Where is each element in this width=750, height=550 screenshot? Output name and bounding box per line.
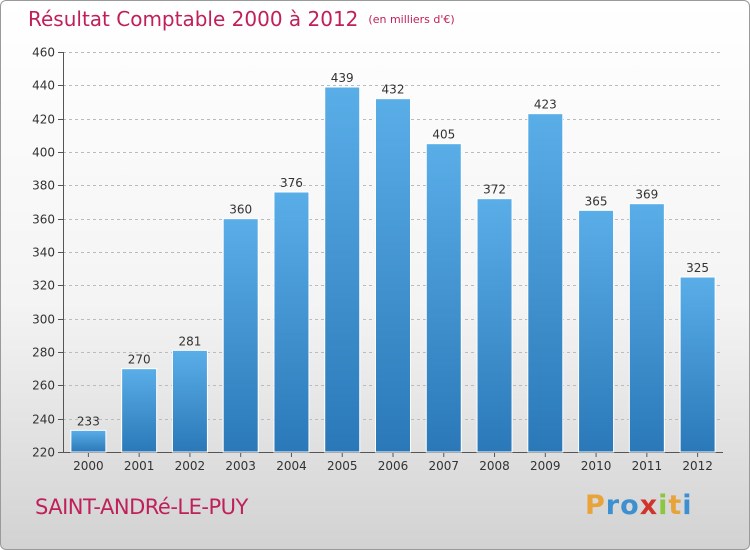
data-label: 376 [280,176,303,190]
bar [375,98,411,453]
x-tick-label: 2007 [428,459,459,473]
logo-letter: t [668,490,683,521]
data-label: 432 [382,83,405,97]
x-tick-label: 2006 [378,459,409,473]
bar [171,349,208,453]
y-tick-label: 420 [32,113,55,127]
x-tick-label: 2008 [479,459,510,473]
y-tick-label: 460 [32,46,55,60]
bar [679,276,716,453]
y-tick-label: 280 [32,346,55,360]
y-tick-label: 240 [32,413,55,427]
data-label: 270 [128,353,151,367]
logo-letter: P [585,490,606,521]
data-label: 360 [229,203,252,217]
x-tick-label: 2011 [632,459,663,473]
y-tick-label: 400 [32,146,55,160]
logo-letter: x [639,490,659,521]
x-tick-label: 2002 [175,459,206,473]
data-label: 405 [432,128,455,142]
x-tick-label: 2012 [682,459,713,473]
x-tick-label: 2009 [530,459,561,473]
x-tick-label: 2004 [276,459,307,473]
proxiti-logo: Proxiti [585,490,693,521]
data-label: 365 [585,194,608,208]
y-tick-label: 440 [32,79,55,93]
bar [273,191,310,453]
logo-letter: o [620,490,640,521]
commune-name: SAINT-ANDRé-LE-PUY [35,495,248,519]
logo-letter: i [658,490,669,521]
chart-subtitle: (en milliers d'€) [368,13,455,26]
x-tick-label: 2000 [73,459,104,473]
bar [578,209,615,453]
bar [476,198,513,453]
y-tick-label: 300 [32,313,55,327]
bar [121,368,158,453]
y-tick-label: 260 [32,379,55,393]
data-labels: 233 270 281 360 376 439 432 405 372 423 365 369 325 [77,71,709,428]
x-tick-label: 2010 [581,459,612,473]
bar [70,429,107,453]
bar [222,218,259,453]
logo-letter: i [682,490,693,521]
bar [425,143,462,453]
x-tick-label: 2003 [225,459,256,473]
y-tick-label: 340 [32,246,55,260]
bar [628,203,665,453]
title-text: Résultat Comptable 2000 à 2012 [28,7,359,31]
data-label: 372 [483,183,506,197]
data-label: 423 [534,98,557,112]
y-tick-label: 220 [32,446,55,460]
data-label: 325 [686,261,709,275]
y-tick-label: 320 [32,279,55,293]
x-tick-label: 2005 [327,459,358,473]
data-label: 369 [635,188,658,202]
data-label: 439 [331,71,354,85]
y-tick-labels: 220 240 260 280 300 320 340 360 380 400 420 440 460 [32,46,55,460]
chart-title: Résultat Comptable 2000 à 2012 (en millie… [28,7,455,31]
data-label: 233 [77,414,100,428]
x-tick-labels: 2000 2001 2002 2003 2004 2005 2006 2007 2008 2009… [73,459,713,473]
bars [70,86,716,453]
x-tick-label: 2001 [124,459,155,473]
y-tick-label: 380 [32,179,55,193]
y-tick-label: 360 [32,213,55,227]
bar [324,86,361,453]
data-label: 281 [178,334,201,348]
bar [527,113,564,453]
logo-letter: r [605,490,621,521]
